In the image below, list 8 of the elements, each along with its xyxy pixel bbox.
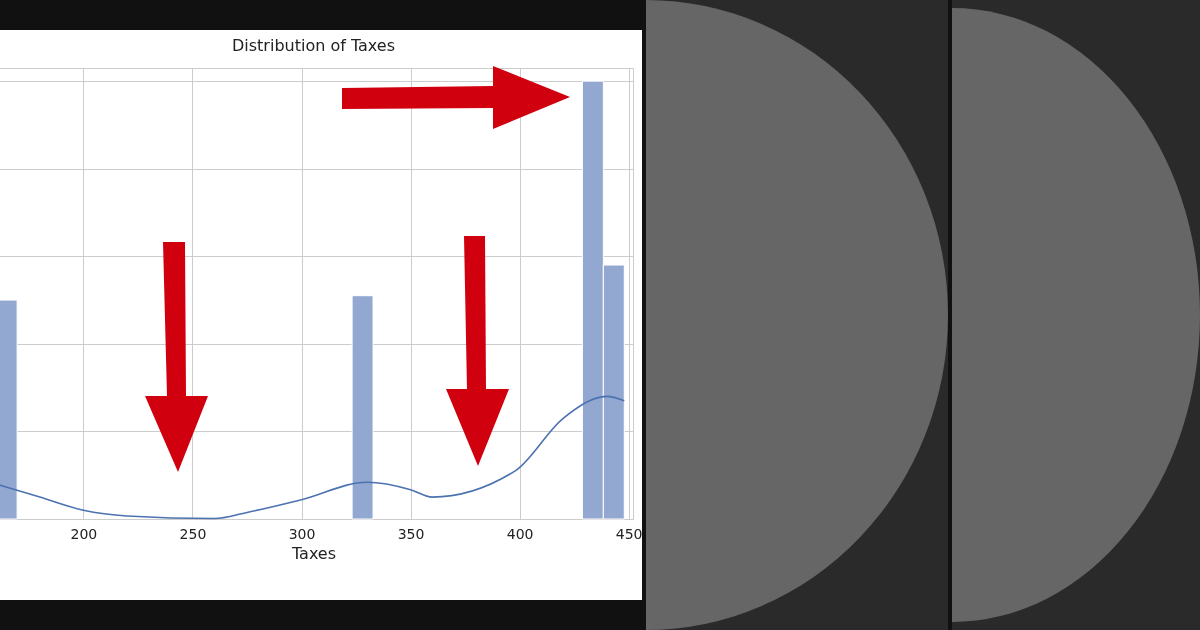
x-tick-label: 300 <box>288 525 316 542</box>
x-tick-label: 450 <box>615 525 643 542</box>
x-axis-title: Taxes <box>290 543 337 563</box>
chart-title: Distribution of Taxes <box>231 36 396 55</box>
x-tick-label: 350 <box>397 525 425 542</box>
x-tick-label: 200 <box>70 525 98 542</box>
x-tick-label: 400 <box>506 525 534 542</box>
x-tick-label: 250 <box>179 525 207 542</box>
